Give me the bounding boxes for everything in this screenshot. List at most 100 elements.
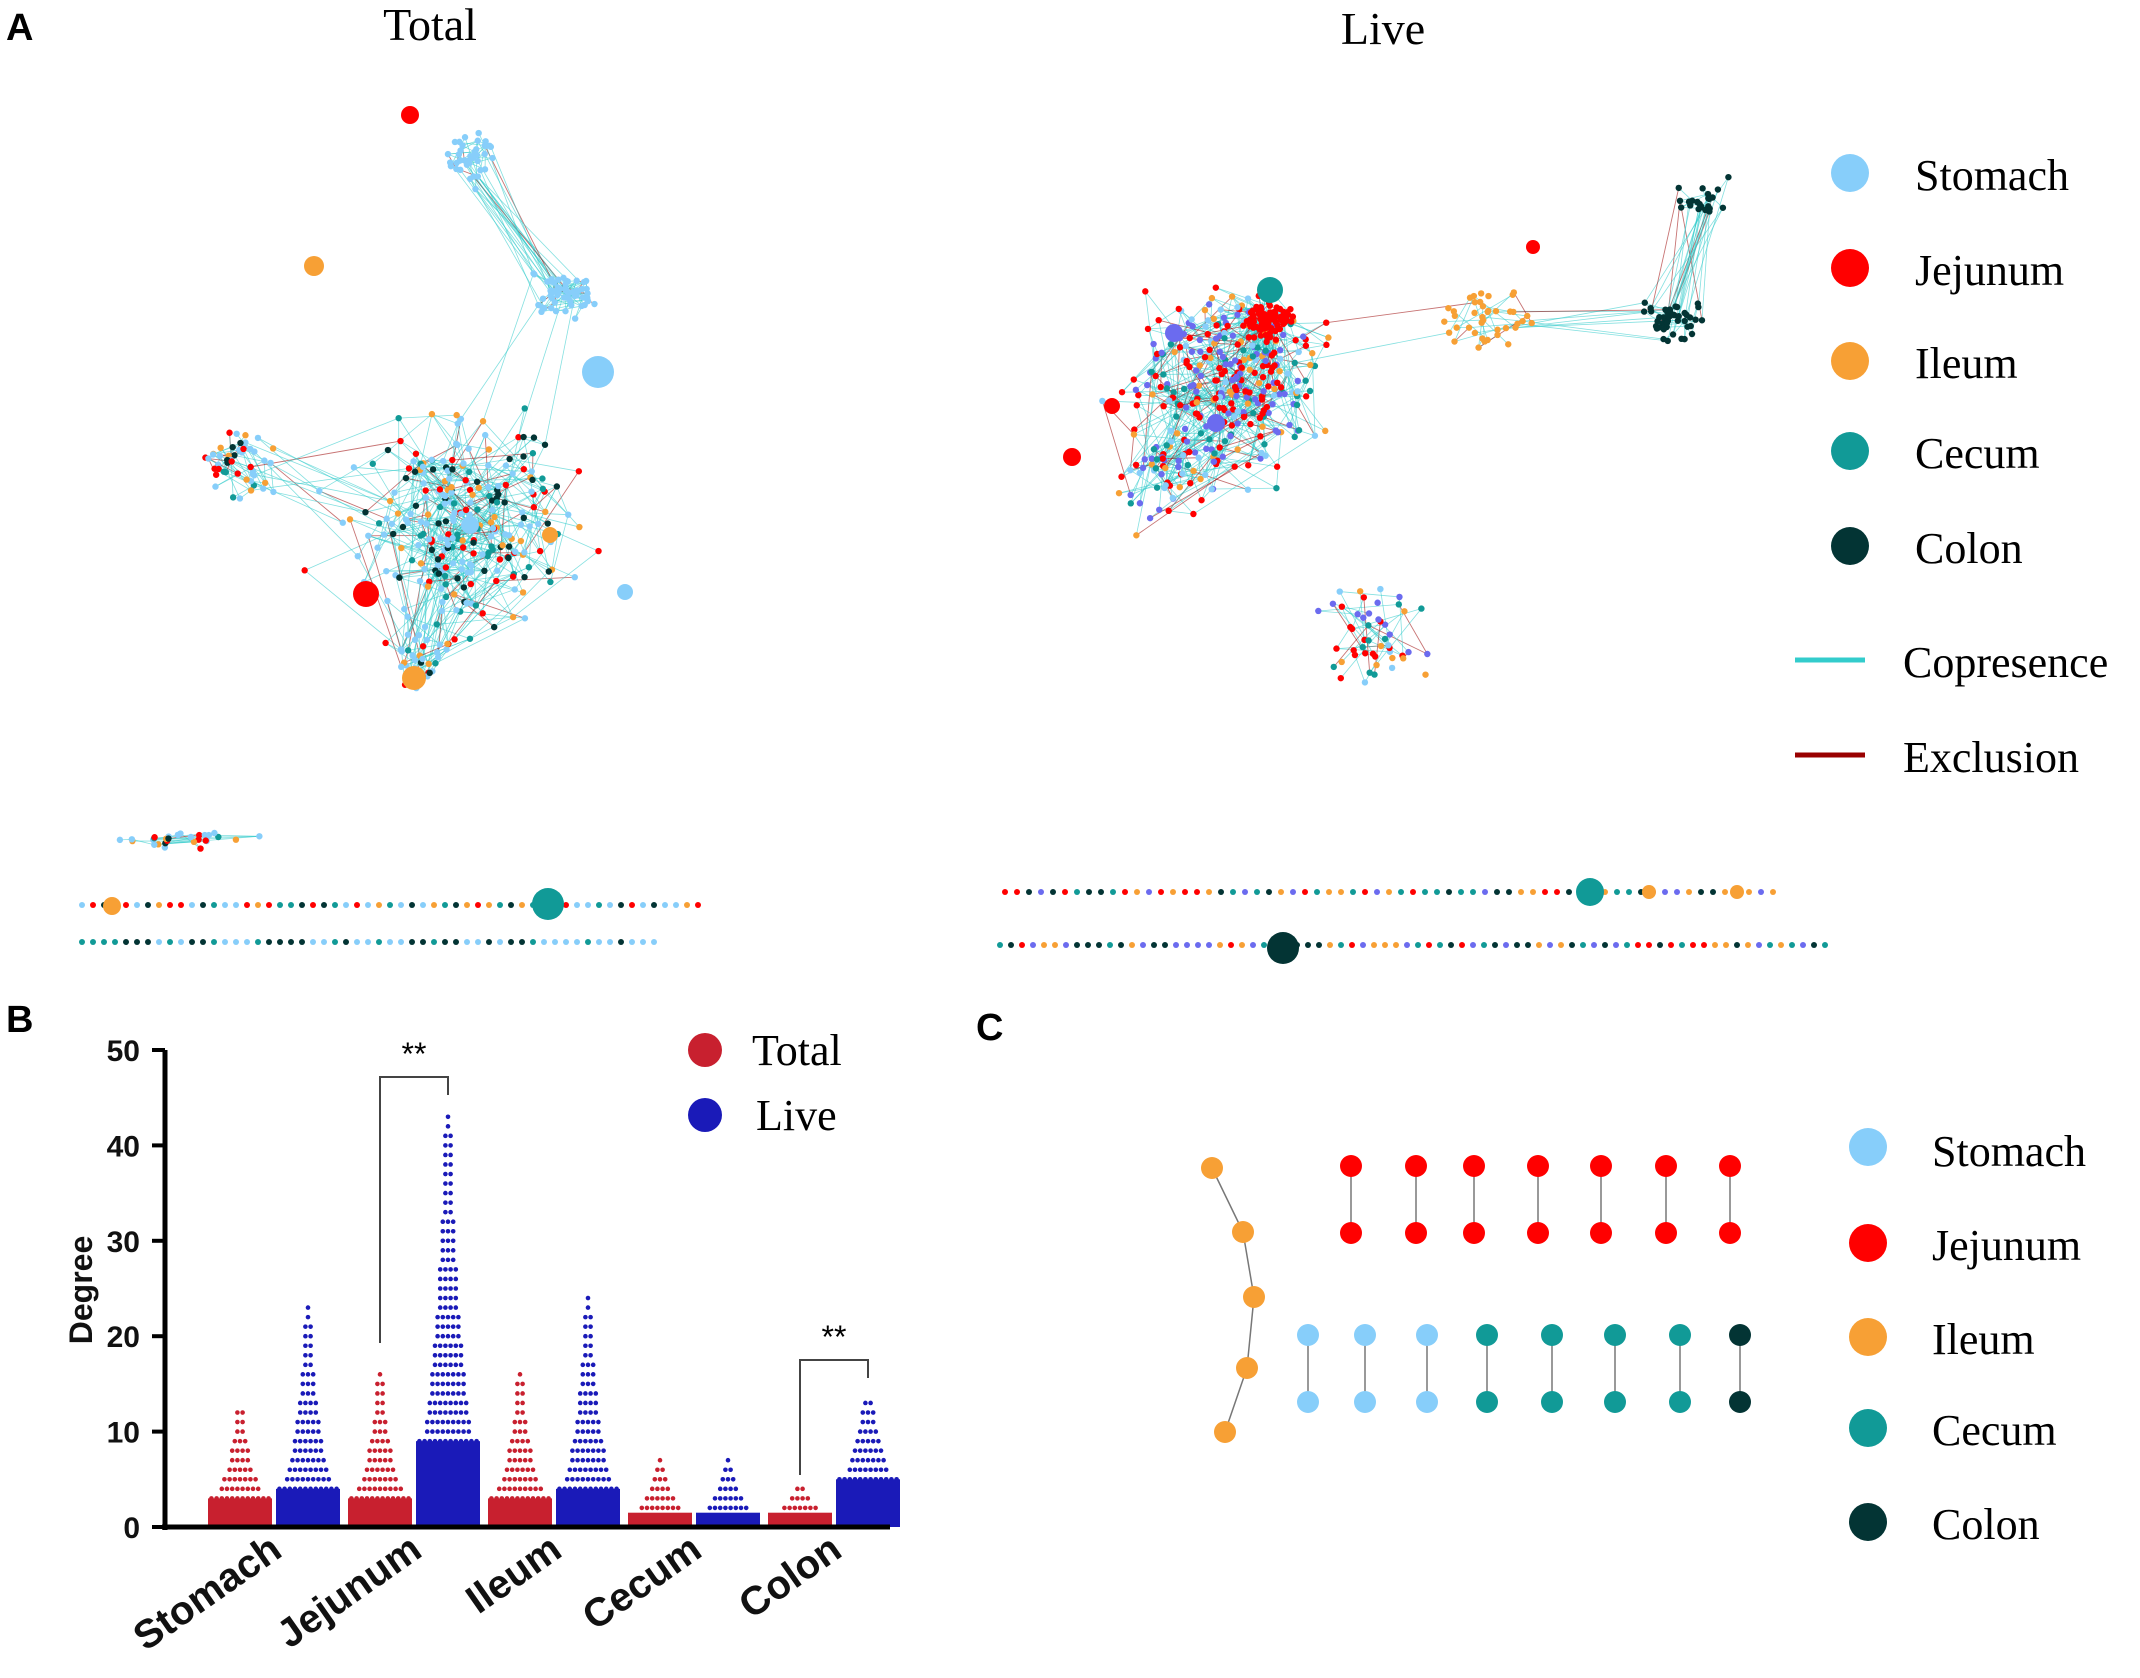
degree-dot	[583, 1343, 588, 1349]
copresence-edge	[460, 140, 478, 151]
network-node	[1152, 465, 1160, 472]
network-node	[134, 939, 140, 945]
network-node	[1640, 308, 1648, 315]
degree-dot	[870, 1457, 876, 1463]
network-node	[369, 460, 376, 467]
network-node	[1656, 314, 1663, 321]
degree-dot	[235, 1410, 240, 1415]
copresence-edge	[436, 616, 514, 625]
degree-dot	[235, 1486, 240, 1492]
network-node	[1280, 308, 1287, 316]
network-node	[485, 483, 492, 491]
degree-dot	[496, 1486, 502, 1492]
network-node	[1246, 389, 1253, 396]
network-node	[1184, 461, 1192, 469]
copresence-edge	[551, 533, 559, 570]
degree-dot	[580, 1419, 586, 1425]
network-node	[1219, 353, 1227, 361]
network-node	[1381, 635, 1389, 643]
network-node	[424, 511, 432, 518]
network-node	[486, 142, 493, 149]
degree-dot	[308, 1333, 313, 1339]
network-node	[354, 939, 360, 945]
network-node	[1217, 306, 1224, 313]
copresence-edge	[1275, 403, 1294, 431]
network-node	[1337, 674, 1344, 682]
degree-dot	[445, 1219, 451, 1225]
legend-c: Stomach Jejunum Ileum Cecum Colon	[1849, 1127, 2086, 1549]
network-node	[640, 902, 646, 908]
network-node	[1528, 319, 1535, 327]
network-node	[534, 520, 542, 528]
copresence-edge	[1153, 470, 1194, 515]
network-node	[1746, 889, 1752, 895]
copresence-edge	[555, 305, 582, 312]
network-node	[374, 544, 381, 551]
copresence-edge	[1650, 207, 1724, 312]
copresence-edge	[1474, 327, 1507, 334]
network-node	[1189, 323, 1196, 330]
degree-dot	[450, 1419, 456, 1425]
network-node	[1188, 316, 1195, 323]
copresence-edge	[1675, 201, 1690, 307]
network-node	[1336, 588, 1343, 595]
degree-dot	[583, 1391, 588, 1396]
network-node	[339, 519, 346, 526]
degree-dot	[525, 1467, 531, 1473]
network-node	[205, 455, 212, 462]
degree-dot	[670, 1496, 676, 1501]
network-node	[428, 456, 435, 464]
network-node	[240, 445, 247, 453]
network-node	[1175, 305, 1182, 313]
network-node	[1144, 325, 1152, 333]
degree-dot	[852, 1448, 858, 1453]
network-node	[1492, 942, 1498, 948]
degree-dot	[588, 1352, 593, 1358]
exclusion-edge	[1183, 333, 1217, 339]
degree-dot	[450, 1372, 456, 1377]
degree-dot	[388, 1448, 393, 1453]
network-node	[1182, 889, 1188, 895]
degree-dot	[437, 1286, 443, 1291]
network-node	[243, 476, 250, 483]
network-node	[391, 489, 398, 496]
copresence-edge	[482, 556, 489, 614]
copresence-edge	[180, 833, 201, 849]
degree-dot	[655, 1486, 660, 1492]
exclusion-edge	[457, 530, 496, 536]
network-node	[1259, 423, 1266, 430]
network-title-total: Total	[383, 0, 477, 50]
degree-dot	[372, 1457, 378, 1463]
exclusion-edge	[319, 490, 387, 520]
degree-dot	[520, 1381, 525, 1387]
network-node	[365, 939, 371, 945]
network-node	[1141, 456, 1148, 463]
network-node	[1393, 942, 1399, 948]
copresence-edge	[1214, 431, 1279, 454]
network-node	[425, 536, 433, 543]
network-node	[474, 173, 482, 180]
network-node	[453, 606, 460, 614]
network-node	[509, 470, 516, 477]
module-node	[1541, 1324, 1563, 1346]
network-node	[1175, 463, 1182, 471]
degree-dot	[707, 1505, 713, 1511]
degree-dot	[723, 1486, 728, 1492]
network-node	[528, 488, 535, 495]
network-node	[1201, 353, 1209, 361]
network-node	[1338, 942, 1344, 948]
network-node	[419, 655, 426, 663]
copresence-edge	[518, 408, 526, 438]
network-node	[200, 939, 206, 945]
network-node	[215, 465, 222, 473]
network-node	[1130, 431, 1138, 438]
network-node	[421, 565, 428, 573]
degree-dot	[430, 1372, 435, 1377]
network-node	[1242, 889, 1248, 895]
network-node	[449, 456, 456, 464]
degree-dot	[585, 1372, 591, 1377]
copresence-edge	[522, 512, 580, 528]
degree-dot	[382, 1429, 388, 1434]
exclusion-edge	[1219, 430, 1276, 448]
degree-dot	[728, 1467, 733, 1473]
